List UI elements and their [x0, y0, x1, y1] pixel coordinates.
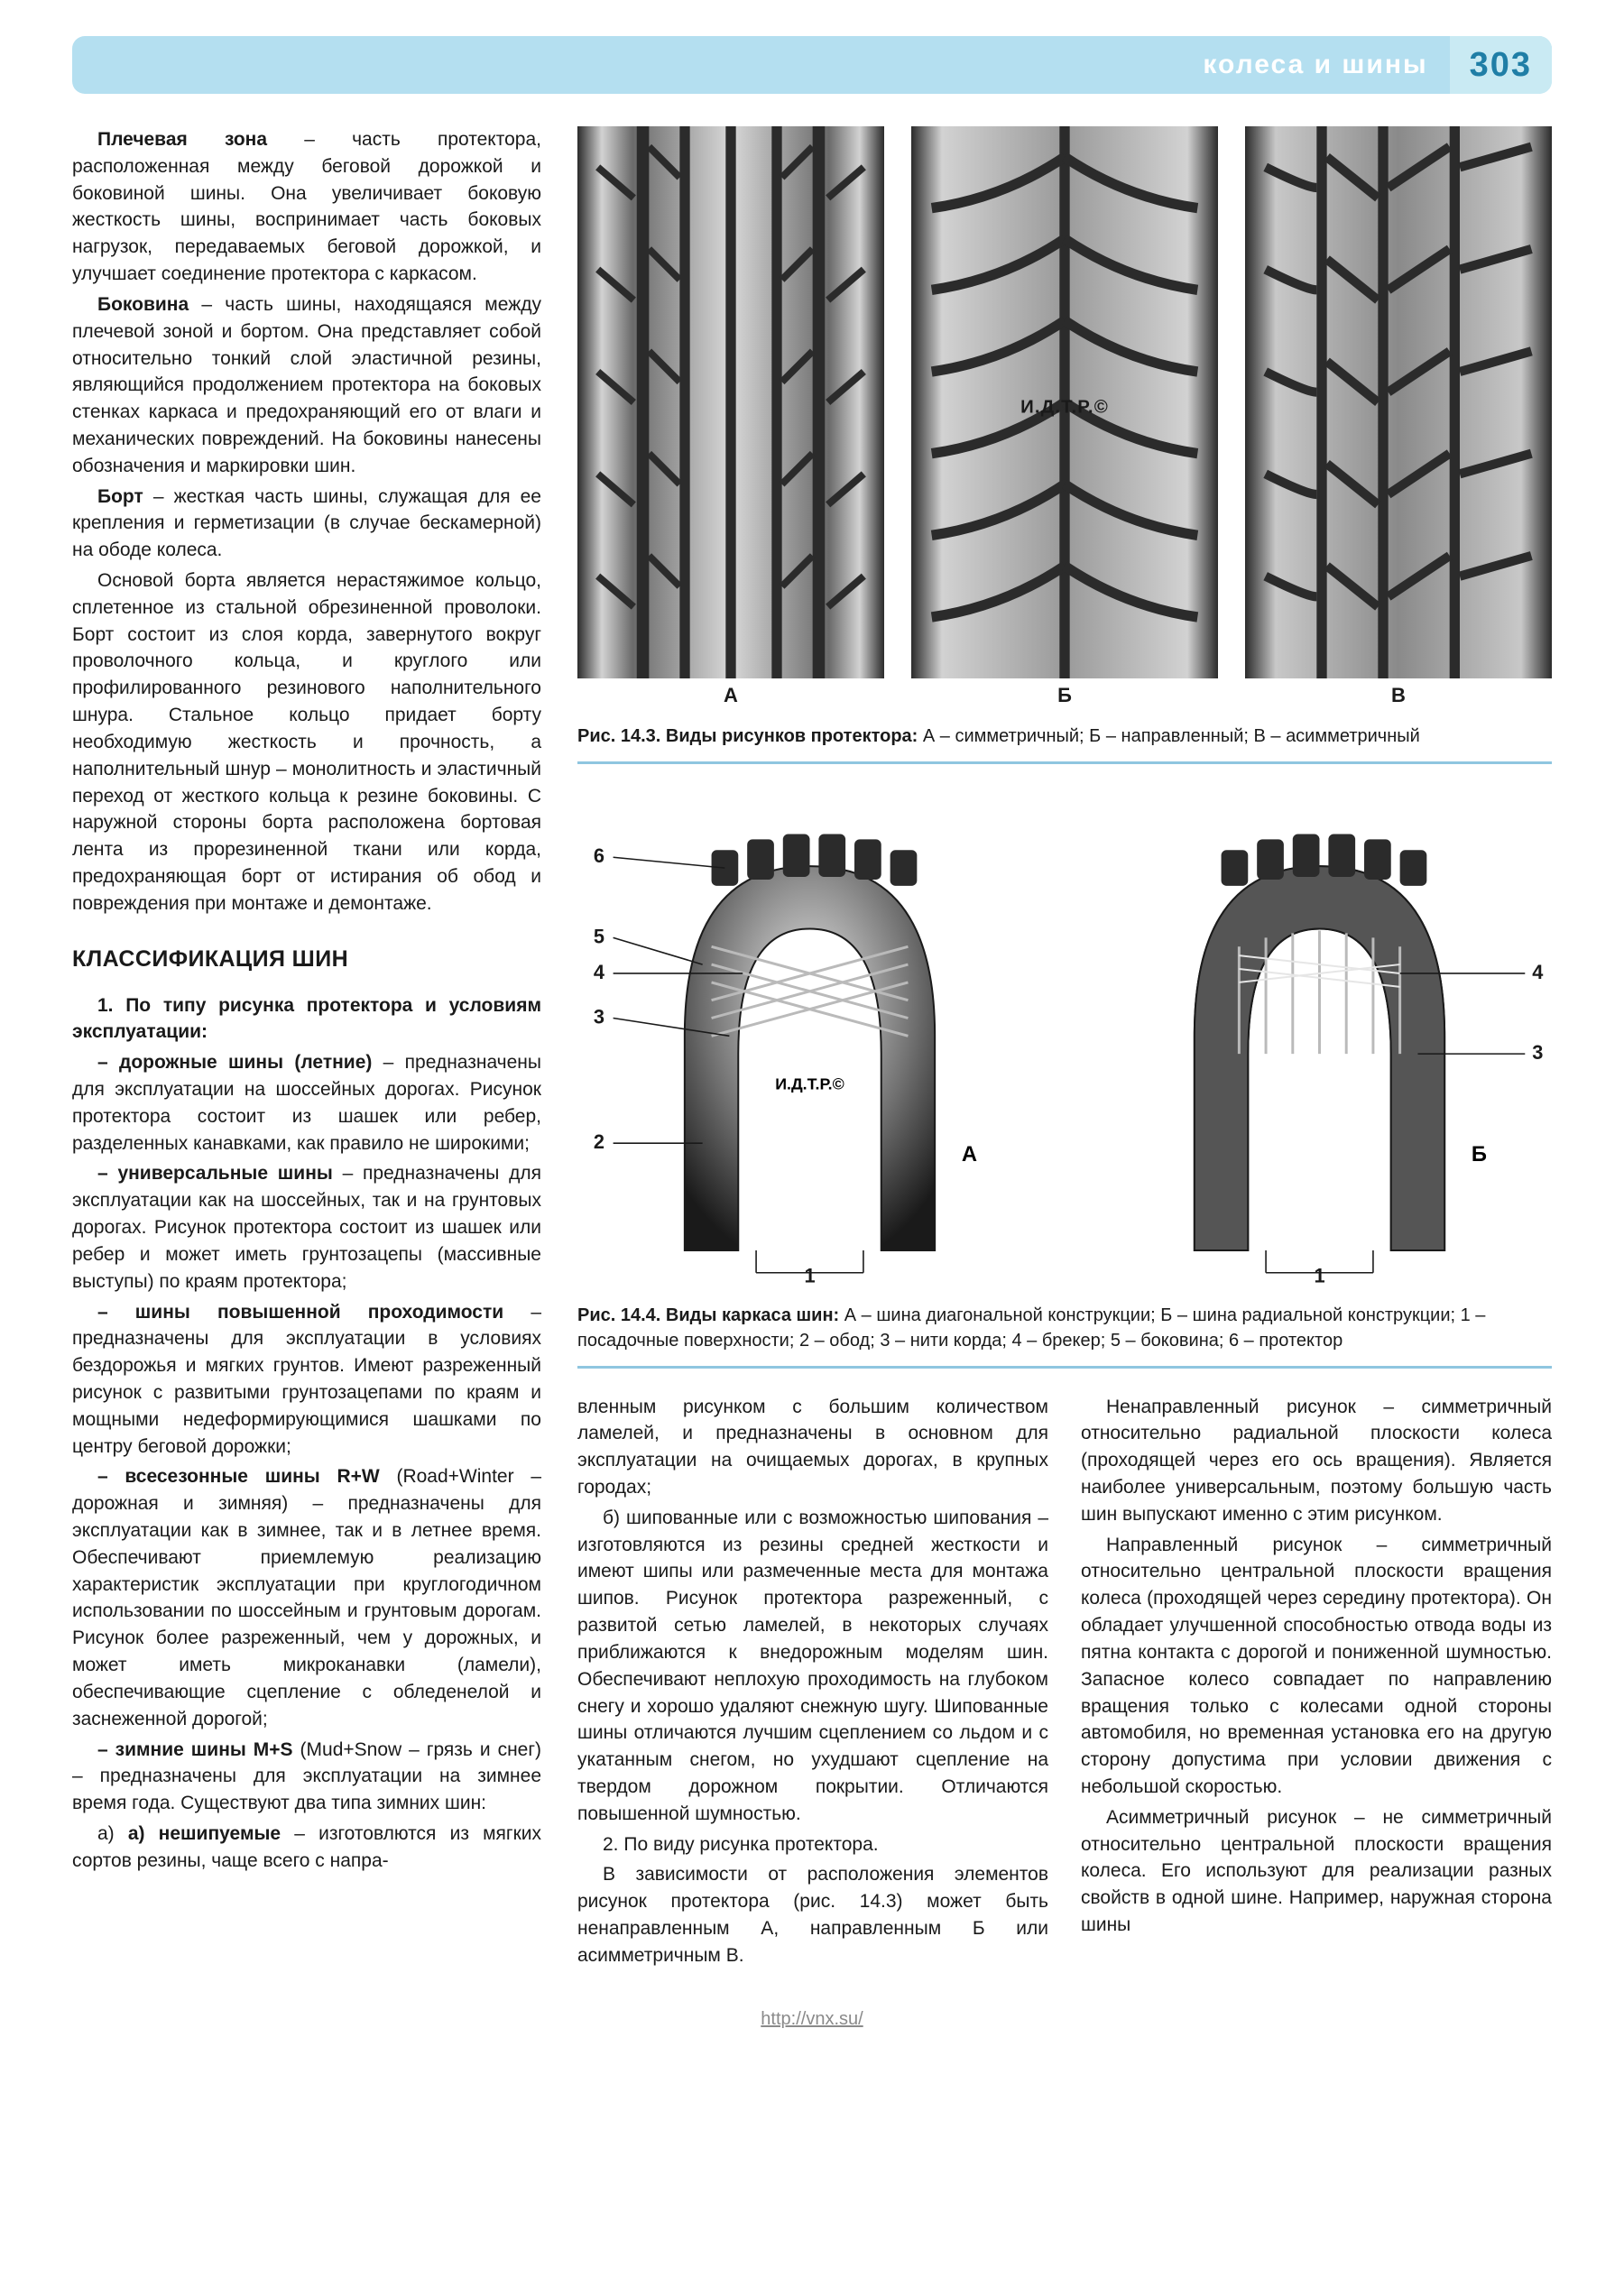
colA-p2-bold: б) шипованные или с возможностью шипован… — [603, 1508, 1031, 1528]
nonstudded-a: а) — [97, 1823, 128, 1844]
colB-p2-text: – симметричный относительно центральной … — [1081, 1535, 1552, 1797]
callout-2: 2 — [594, 1130, 604, 1153]
universal-tires-bold: – универсальные шины — [97, 1163, 333, 1184]
callout-4: 4 — [594, 961, 604, 983]
lower-columns: вленным рисунком с большим количеством л… — [577, 1394, 1552, 1973]
colB-p1-bold: Ненаправленный рисунок — [1106, 1397, 1356, 1417]
callout-b3: 3 — [1532, 1041, 1543, 1064]
page-number: 303 — [1470, 46, 1532, 85]
para-sidewall-text: – часть шины, находящаяся между плечевой… — [72, 294, 541, 476]
cutaway-b-label: Б — [1472, 1142, 1487, 1166]
allseason-tires-bold: – всесезонные шины R+W — [97, 1466, 380, 1487]
rule-after-144 — [577, 1366, 1552, 1369]
colA-p4b: А — [761, 1918, 773, 1939]
callout-1: 1 — [805, 1265, 816, 1286]
section-title: колеса и шины — [1203, 50, 1449, 80]
para-shoulder-text: – часть протектора, расположенная между … — [72, 129, 541, 284]
nonstudded-bold: а) нешипуемые — [128, 1823, 281, 1844]
para-universal-tires: – универсальные шины – предназначены для… — [72, 1160, 541, 1295]
fig-14-4: 6 5 4 3 2 1 А И.Д.Т.Р.© — [577, 786, 1552, 1286]
cutaway-a: 6 5 4 3 2 1 А И.Д.Т.Р.© — [577, 786, 1042, 1286]
rule-after-143 — [577, 761, 1552, 764]
road-tires-bold: – дорожные шины (летние) — [97, 1052, 372, 1073]
tread-b: И.Д.Т.Р.© Б — [911, 126, 1218, 707]
term-sidewall: Боковина — [97, 294, 189, 315]
para-allseason-tires: – всесезонные шины R+W (Road+Winter – до… — [72, 1463, 541, 1732]
left-column: Плечевая зона – часть протектора, распол… — [72, 126, 541, 1973]
fig-143-caption-bold: Рис. 14.3. Виды рисунков протектора: — [577, 726, 918, 746]
offroad-tires-text: – предназначены для эксплуатации в услов… — [72, 1302, 541, 1457]
fig-14-3: А — [577, 126, 1552, 707]
allseason-tires-text: (Road+Winter – дорожная и зимняя) – пред… — [72, 1466, 541, 1729]
para-bead-detail: Основой борта является нерастяжимое коль… — [72, 567, 541, 917]
page-number-box: 303 — [1450, 36, 1552, 94]
colA-p4g: . — [739, 1945, 744, 1966]
fig-144-caption-bold: Рис. 14.4. Виды каркаса шин: — [577, 1305, 839, 1325]
winter-tires-bold: – зимние шины M+S — [97, 1739, 293, 1760]
idtr-mark-143: И.Д.Т.Р.© — [1020, 397, 1109, 417]
tread-a-label: А — [577, 684, 884, 707]
colA-p4d: Б — [973, 1918, 985, 1939]
para-bead: Борт – жесткая часть шины, служащая для … — [72, 484, 541, 564]
para-class1: 1. По типу рисунка протектора и условиям… — [72, 992, 541, 1047]
para-winter-tires: – зимние шины M+S (Mud+Snow – грязь и сн… — [72, 1737, 541, 1817]
para-road-tires: – дорожные шины (летние) – предназначены… — [72, 1049, 541, 1157]
para-shoulder: Плечевая зона – часть протектора, распол… — [72, 126, 541, 288]
header-banner: колеса и шины 303 — [72, 36, 1552, 94]
colB-p2-bold: Направленный рисунок — [1106, 1535, 1342, 1555]
right-panel: А — [577, 126, 1552, 1973]
lower-col-b: Ненаправленный рисунок – симметричный от… — [1081, 1394, 1552, 1973]
class1-bold: 1. По типу рисунка протектора и условиям… — [72, 995, 541, 1043]
colB-p1: Ненаправленный рисунок – симметричный от… — [1081, 1394, 1552, 1528]
footer-link[interactable]: http://vnx.su/ — [72, 2009, 1552, 2041]
offroad-tires-bold: – шины повышенной проходимости — [97, 1302, 503, 1323]
cutaway-a-svg: 6 5 4 3 2 1 А И.Д.Т.Р.© — [577, 786, 1042, 1286]
content-grid: Плечевая зона – часть протектора, распол… — [72, 126, 1552, 1973]
colA-p3-bold: 2. По виду рисунка протектора. — [603, 1834, 879, 1855]
para-bead-text: – жесткая часть шины, служащая для ее кр… — [72, 486, 541, 561]
fig-144-caption: Рис. 14.4. Виды каркаса шин: А – шина ди… — [577, 1303, 1552, 1353]
colA-p3: 2. По виду рисунка протектора. — [577, 1831, 1048, 1858]
callout-6: 6 — [594, 844, 604, 867]
cutaway-b: 4 3 1 Б — [1087, 786, 1552, 1286]
tread-c: В — [1245, 126, 1552, 707]
callout-b4: 4 — [1532, 961, 1543, 983]
cutaway-b-svg: 4 3 1 Б — [1087, 786, 1552, 1286]
tread-a: А — [577, 126, 884, 707]
fig-143-caption-rest: А – симметричный; Б – направленный; В – … — [918, 726, 1419, 746]
page: колеса и шины 303 Плечевая зона – часть … — [0, 0, 1624, 2095]
fig-143-caption: Рис. 14.3. Виды рисунков протектора: А –… — [577, 724, 1552, 749]
para-nonstudded: а) а) нешипуемые – изготовлются из мягки… — [72, 1821, 541, 1875]
tread-c-svg — [1245, 126, 1552, 678]
tread-b-label: Б — [911, 684, 1218, 707]
lower-col-a: вленным рисунком с большим количеством л… — [577, 1394, 1048, 1973]
tread-b-svg: И.Д.Т.Р.© — [911, 126, 1218, 678]
para-offroad-tires: – шины повышенной проходимости – предназ… — [72, 1299, 541, 1461]
para-sidewall: Боковина – часть шины, находящаяся между… — [72, 291, 541, 480]
colA-p4: В зависимости от расположения элементов … — [577, 1861, 1048, 1969]
term-shoulder: Плечевая зона — [97, 129, 267, 150]
colA-p2: б) шипованные или с возможностью шипован… — [577, 1505, 1048, 1828]
callout-3: 3 — [594, 1005, 604, 1028]
colB-p3: Асимметричный рисунок – не симметричный … — [1081, 1804, 1552, 1939]
colB-p2: Направленный рисунок – симметричный отно… — [1081, 1532, 1552, 1801]
colA-p4c: , направленным — [773, 1918, 973, 1939]
heading-classification: КЛАССИФИКАЦИЯ ШИН — [72, 946, 541, 973]
callout-b1: 1 — [1315, 1265, 1325, 1286]
tread-a-svg — [577, 126, 884, 678]
idtr-mark-144: И.Д.Т.Р.© — [775, 1075, 844, 1093]
colA-p1: вленным рисунком с большим количеством л… — [577, 1394, 1048, 1501]
colA-p2-text: – изготовляются из резины средней жестко… — [577, 1508, 1048, 1824]
cutaway-a-label: А — [962, 1142, 977, 1166]
term-bead: Борт — [97, 486, 143, 507]
colA-p4f: В — [726, 1945, 739, 1966]
tread-c-label: В — [1245, 684, 1552, 707]
colB-p3-bold: Асимметричный рисунок — [1106, 1807, 1336, 1828]
callout-5: 5 — [594, 925, 604, 947]
